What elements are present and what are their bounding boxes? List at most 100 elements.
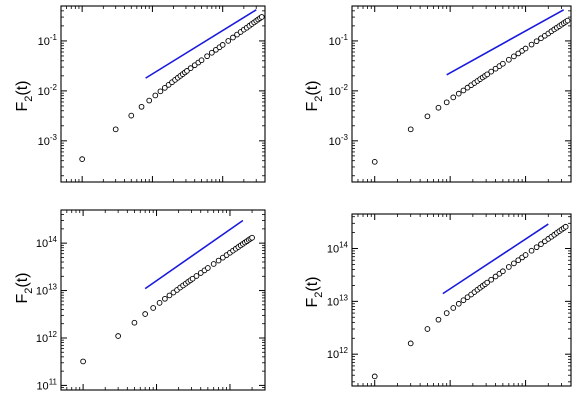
data-point (455, 300, 462, 307)
data-point (528, 247, 535, 254)
data-point (505, 264, 512, 270)
data-point (371, 373, 378, 380)
data-point (204, 53, 210, 60)
data-point (492, 273, 499, 280)
data-point (131, 319, 138, 326)
y-tick-exponent: 12 (48, 330, 57, 339)
data-point (152, 92, 159, 99)
y-tick-label: 1012 (36, 330, 58, 345)
y-tick-label: 1013 (327, 293, 349, 308)
y-tick-exponent: -2 (50, 83, 58, 92)
data-point (230, 34, 236, 41)
y-tick-label: 1012 (327, 346, 349, 361)
y-tick-exponent: -2 (341, 83, 349, 92)
power-law-guide-line (442, 223, 549, 295)
data-point (538, 35, 544, 42)
data-point (460, 87, 467, 94)
data-point (492, 65, 499, 72)
y-axis-label: F2(t) (304, 276, 325, 307)
data-point (424, 326, 431, 332)
data-point (215, 257, 222, 264)
data-point (522, 45, 529, 52)
data-point (219, 254, 226, 261)
data-point (538, 241, 544, 247)
data-point (450, 305, 457, 311)
y-tick-label: 1013 (36, 283, 58, 298)
data-point (455, 90, 462, 97)
data-point (505, 56, 512, 63)
y-tick-exponent: 12 (339, 346, 348, 355)
y-tick-label: 10-2 (38, 83, 58, 98)
y-tick-base: 10 (36, 286, 48, 298)
data-point (407, 340, 414, 347)
data-point (460, 297, 467, 304)
y-axis-label-tail: (t) (14, 272, 31, 287)
y-tick-base: 10 (329, 136, 341, 148)
data-point (157, 88, 164, 95)
data-point (166, 292, 173, 299)
y-tick-base: 10 (329, 36, 341, 48)
data-point (407, 126, 414, 133)
y-tick-base: 10 (329, 86, 341, 98)
data-point (189, 275, 196, 282)
data-point (112, 126, 119, 133)
plot-frame (60, 209, 266, 391)
data-point (197, 270, 204, 276)
y-tick-label: 10-1 (329, 33, 349, 48)
y-tick-label: 10-1 (38, 33, 58, 48)
y-tick-label: 10-3 (329, 133, 349, 148)
data-point (198, 57, 205, 64)
plot-frame (351, 213, 572, 387)
panel-2: 10-310-210-1F2(t) (304, 5, 572, 183)
data-point (511, 260, 517, 267)
y-tick-label: 10-3 (38, 133, 58, 148)
y-tick-label: 10-2 (329, 83, 349, 98)
data-point (562, 223, 569, 230)
data-point (150, 305, 157, 311)
y-axis-label-subscript: 2 (23, 288, 35, 294)
y-tick-base: 10 (36, 380, 48, 392)
y-axis-label: F2(t) (304, 80, 325, 111)
y-axis-label-main: F (304, 298, 321, 308)
data-point (464, 294, 471, 301)
power-law-guide-line (446, 9, 565, 76)
data-point (533, 244, 540, 251)
data-point (193, 273, 200, 279)
y-tick-base: 10 (327, 296, 339, 308)
data-point (142, 311, 149, 317)
y-tick-base: 10 (36, 333, 48, 345)
plot-frame (351, 5, 572, 183)
data-point (115, 333, 121, 339)
data-point (435, 316, 442, 323)
y-axis-label-tail: (t) (304, 80, 321, 95)
data-point (208, 49, 215, 56)
data-point (371, 158, 378, 165)
data-point (128, 112, 135, 119)
data-point (484, 279, 491, 286)
data-point (219, 42, 226, 48)
y-tick-exponent: 13 (339, 293, 348, 302)
y-tick-exponent: -3 (50, 133, 58, 142)
y-tick-exponent: 14 (339, 241, 348, 250)
y-axis-label-main: F (14, 102, 31, 112)
data-point (443, 310, 450, 316)
y-tick-exponent: 11 (49, 377, 58, 386)
data-point (515, 257, 522, 264)
data-point (249, 234, 255, 241)
data-point (500, 60, 506, 67)
data-point (484, 71, 491, 78)
data-point (450, 94, 457, 101)
y-tick-base: 10 (327, 244, 339, 256)
data-point (161, 84, 168, 91)
data-point (205, 265, 211, 271)
data-point (528, 41, 535, 48)
data-point (258, 14, 265, 20)
data-point (488, 68, 495, 75)
y-axis-label-tail: (t) (304, 276, 321, 291)
y-tick-exponent: -1 (50, 33, 58, 42)
y-axis-label-main: F (14, 294, 31, 304)
data-point (511, 53, 517, 60)
data-point (225, 38, 232, 44)
